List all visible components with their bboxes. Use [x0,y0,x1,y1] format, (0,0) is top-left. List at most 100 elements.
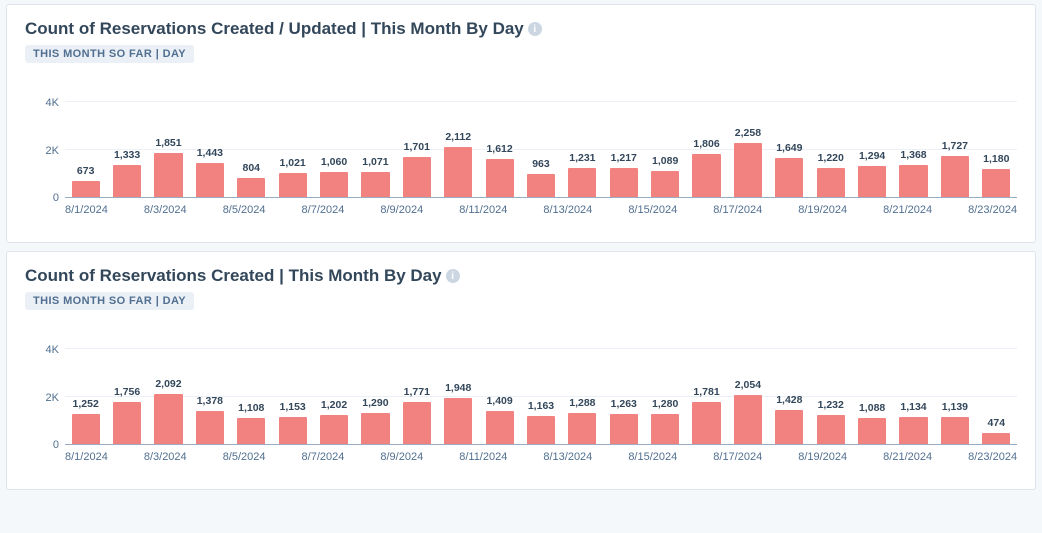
bar[interactable] [899,417,927,444]
bar-slot: 1,612 [479,159,520,197]
bar[interactable] [775,158,803,197]
bar[interactable] [237,178,265,197]
bar[interactable] [196,163,224,197]
bar[interactable] [444,147,472,197]
y-tick-label: 4K [46,344,59,356]
bar[interactable] [237,418,265,444]
bar-slot: 1,139 [934,417,975,444]
bar-value-label: 1,378 [197,395,223,407]
bar[interactable] [486,411,514,444]
bar-value-label: 1,153 [280,401,306,413]
bar[interactable] [982,433,1010,444]
x-tick-label [762,204,798,218]
bar[interactable] [775,410,803,444]
gridline [65,101,1017,102]
bar-slot: 1,153 [272,417,313,444]
x-tick-label [847,204,883,218]
bar[interactable] [320,415,348,444]
bar-slot: 2,054 [727,395,768,444]
bar[interactable] [444,398,472,444]
bar[interactable] [527,174,555,197]
bar[interactable] [734,143,762,197]
bar[interactable] [527,416,555,444]
x-axis: 8/1/2024 8/3/2024 8/5/2024 8/7/2024 8/9/… [65,451,1017,465]
bar[interactable] [279,417,307,444]
bar[interactable] [858,418,886,444]
bar[interactable] [72,414,100,444]
bar-value-label: 1,333 [114,149,140,161]
bar[interactable] [734,395,762,444]
x-tick-label: 8/7/2024 [302,204,345,218]
x-tick-label: 8/19/2024 [798,204,847,218]
bar[interactable] [982,169,1010,197]
bar[interactable] [692,154,720,197]
bar[interactable] [899,165,927,197]
panel-title: Count of Reservations Created / Updated … [25,19,1017,39]
bar-slot: 1,280 [644,414,685,444]
bar-value-label: 1,368 [900,149,926,161]
bar[interactable] [154,153,182,197]
bar[interactable] [361,172,389,197]
bar[interactable] [154,394,182,444]
bar-value-label: 1,288 [569,397,595,409]
bar-slot: 1,428 [769,410,810,444]
bar-slot: 1,781 [686,402,727,444]
bar-slot: 1,443 [189,163,230,197]
bar-value-label: 2,258 [735,127,761,139]
x-tick-label: 8/19/2024 [798,451,847,465]
x-tick-label: 8/3/2024 [144,204,187,218]
bar[interactable] [320,172,348,197]
bars-container: 1,2521,7562,0921,3781,1081,1531,2021,290… [65,350,1017,444]
bar[interactable] [361,413,389,444]
info-icon[interactable]: i [528,22,542,36]
bar-slot: 1,368 [893,165,934,197]
bar-slot: 1,649 [769,158,810,197]
bar-slot: 1,232 [810,415,851,444]
bar[interactable] [817,168,845,197]
y-tick-label: 2K [46,392,59,404]
bar-value-label: 1,290 [362,397,388,409]
bar[interactable] [610,168,638,197]
bar-value-label: 1,409 [486,395,512,407]
x-tick-label [677,451,713,465]
bar[interactable] [72,181,100,197]
panel-title: Count of Reservations Created | This Mon… [25,266,1017,286]
x-tick-label: 8/11/2024 [459,204,507,218]
bar-value-label: 1,021 [280,157,306,169]
bar-value-label: 1,280 [652,398,678,410]
bar[interactable] [651,171,679,197]
bar[interactable] [610,414,638,444]
bar-slot: 1,948 [438,398,479,444]
bar[interactable] [858,166,886,197]
timeframe-badge: THIS MONTH SO FAR | DAY [25,292,194,310]
bar[interactable] [403,157,431,197]
bar[interactable] [113,165,141,197]
bar[interactable] [196,411,224,444]
bar[interactable] [651,414,679,444]
x-tick-label: 8/7/2024 [302,451,345,465]
timeframe-badge: THIS MONTH SO FAR | DAY [25,45,194,63]
bar-slot: 2,258 [727,143,768,197]
bar-value-label: 1,294 [859,150,885,162]
bar[interactable] [568,413,596,444]
bar[interactable] [568,168,596,197]
gridline [65,348,1017,349]
bar[interactable] [486,159,514,197]
x-tick-label [423,204,459,218]
bar-value-label: 1,756 [114,386,140,398]
info-icon[interactable]: i [446,269,460,283]
bar[interactable] [817,415,845,444]
y-tick-label: 0 [53,439,59,451]
bar[interactable] [941,156,969,197]
bar[interactable] [403,402,431,444]
x-tick-label [187,451,223,465]
bar[interactable] [941,417,969,444]
x-tick-label: 8/5/2024 [223,204,266,218]
bar-slot: 1,252 [65,414,106,444]
bar[interactable] [279,173,307,197]
bar[interactable] [692,402,720,444]
bar-value-label: 1,217 [611,152,637,164]
bar-slot: 673 [65,181,106,197]
bar-slot: 1,021 [272,173,313,197]
bar[interactable] [113,402,141,444]
